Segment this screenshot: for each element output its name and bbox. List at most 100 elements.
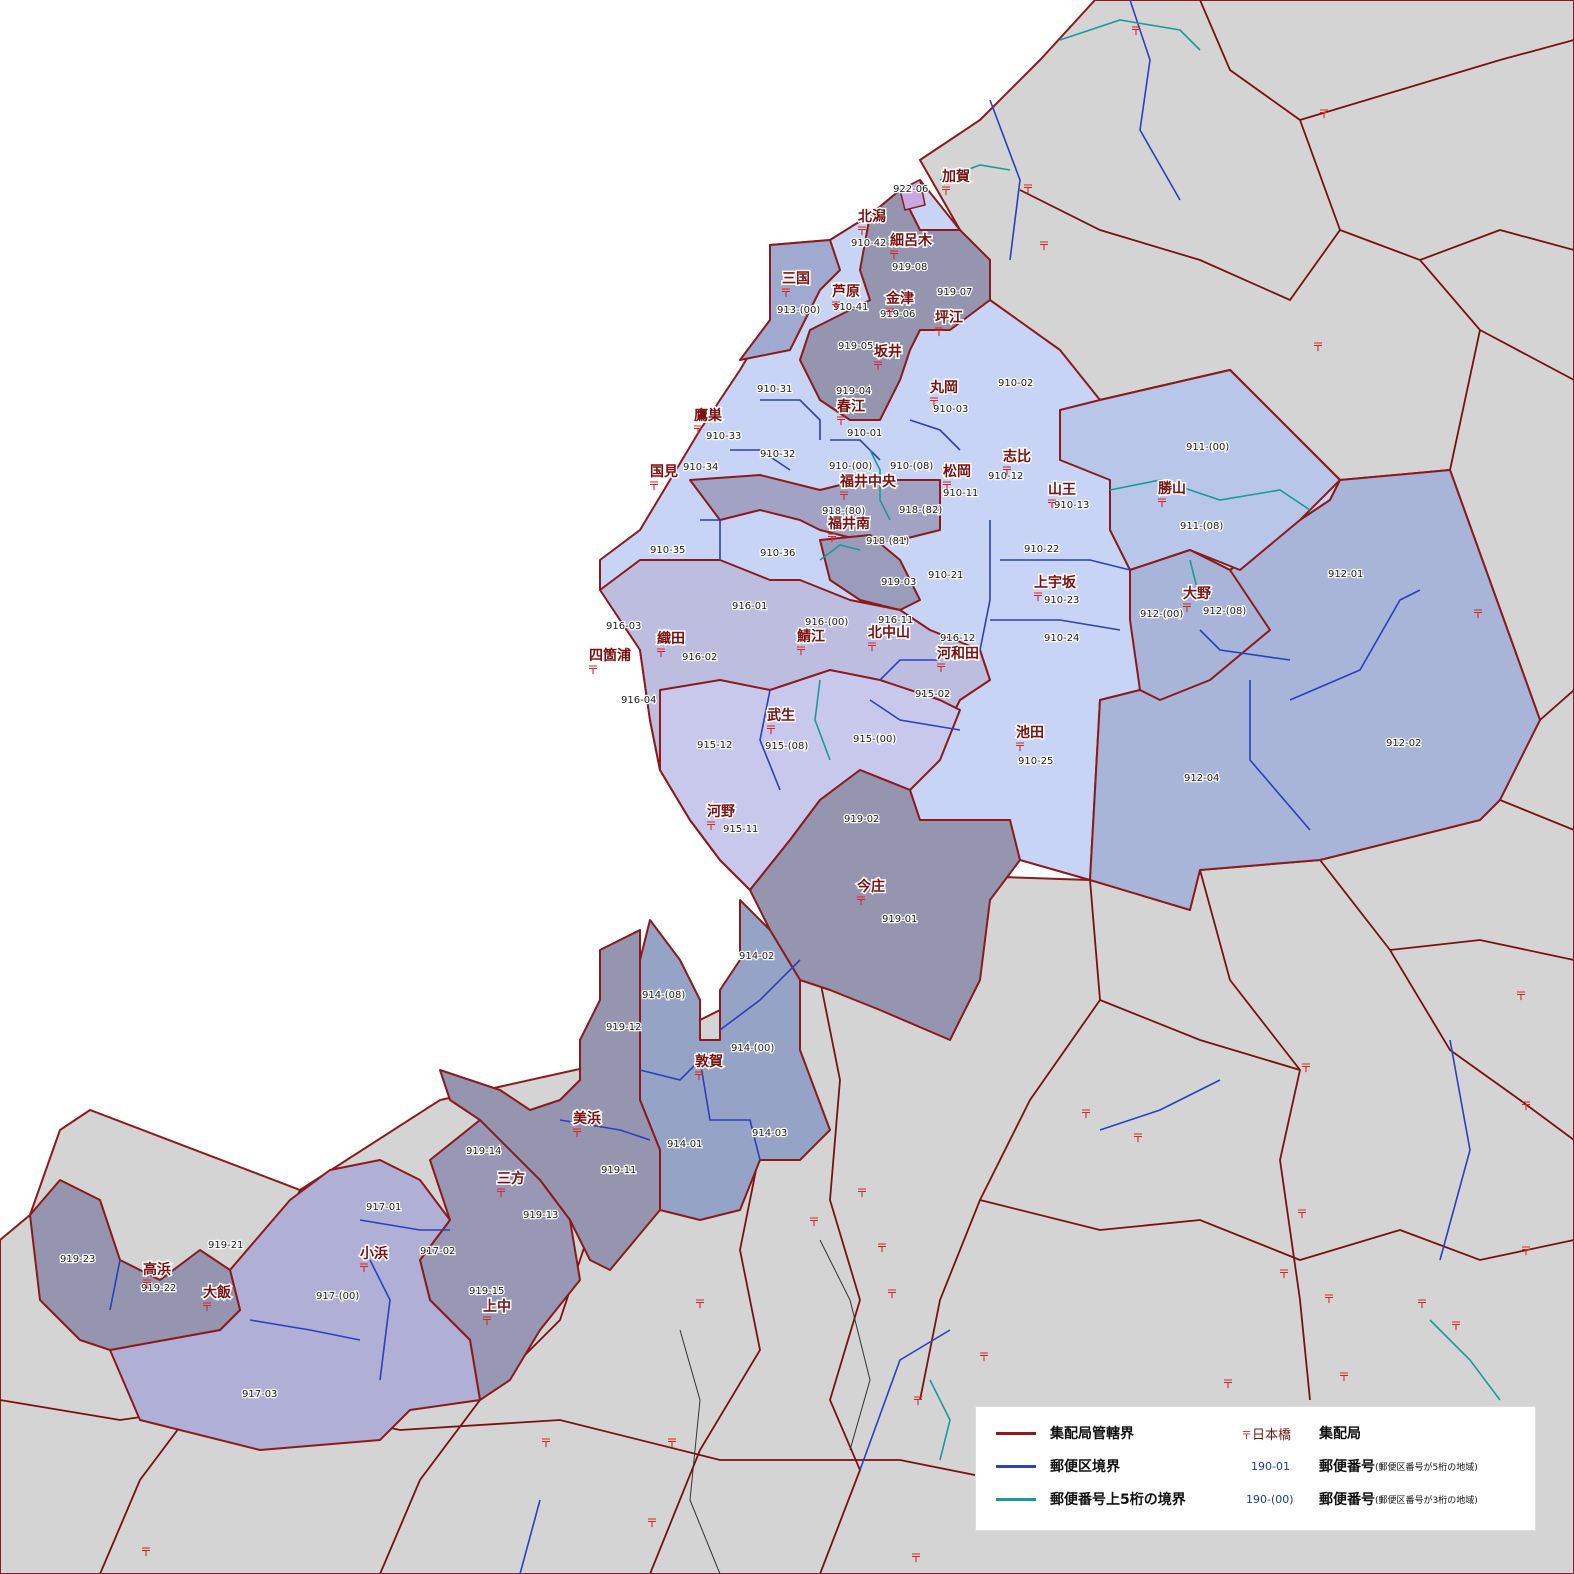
postal-code-label: 910-23 [1044, 595, 1079, 606]
postal-code-label: 917-(00) [316, 1291, 359, 1302]
postal-code-label: 917-02 [420, 1246, 455, 1257]
region-fukui-chuo-dark [689, 474, 941, 541]
post-office-icon: 〒 [358, 1261, 370, 1275]
postal-code-label: 919-11 [601, 1165, 636, 1176]
office-label: 福井中央 [839, 473, 897, 490]
post-office-icon: 〒 [765, 723, 777, 737]
office-label: 美浜 [573, 1110, 601, 1127]
post-office-icon: 〒 [1038, 239, 1050, 253]
post-office-icon: 〒 [655, 646, 667, 660]
postal-code-label: 910-41 [833, 302, 868, 313]
post-office-icon: 〒 [666, 1436, 678, 1450]
post-office-icon: 〒 [587, 663, 599, 677]
post-office-icon: 〒 [978, 1350, 990, 1364]
postal-code-label: 915-02 [915, 689, 950, 700]
post-office-icon: 〒 [495, 1186, 507, 1200]
postal-code-label: 919-08 [892, 262, 927, 273]
region-katsuyama [1059, 369, 1341, 571]
post-office-icon: 〒 [692, 423, 704, 437]
postal-code-label: 919-15 [469, 1286, 504, 1297]
post-office-icon: 〒 [835, 414, 847, 428]
office-label: 武生 [767, 707, 795, 724]
postal-code-label: 910-32 [760, 449, 795, 460]
office-label: 小浜 [360, 1245, 388, 1262]
postal-code-label: 916-03 [606, 621, 641, 632]
postal-code-label: 918-(82) [899, 505, 942, 516]
postal-code-label: 916-11 [878, 615, 913, 626]
region-sakai-dark [799, 189, 991, 421]
legend-office-sample: 〒日本橋 [1241, 1424, 1303, 1443]
post-office-icon: 〒 [872, 359, 884, 373]
legend-postal-label: 郵便区境界 [1050, 1459, 1120, 1475]
post-office-icon: 〒 [1222, 1377, 1234, 1391]
region-ono-00 [1129, 549, 1271, 701]
office-label: 北中山 [868, 624, 910, 641]
post-office-icon: 〒 [808, 1215, 820, 1229]
legend-row-code3: 190-(00) 郵便番号 (郵便区番号が3桁の地域) [1246, 1487, 1478, 1511]
postal-code-label: 913-(00) [777, 305, 820, 316]
postal-code-label: 919-03 [881, 577, 916, 588]
legend-delivery-line [996, 1431, 1036, 1435]
post-office-icon: 〒 [1318, 107, 1330, 121]
legend-office-meaning: 集配局 [1319, 1426, 1361, 1442]
postal-code-label: 910-35 [650, 545, 685, 556]
postal-code-label: 910-25 [1018, 756, 1053, 767]
legend-row-code5: 190-01 郵便番号 (郵便区番号が5桁の地域) [1251, 1454, 1478, 1478]
office-label: 志比 [1003, 448, 1031, 465]
office-label: 織田 [657, 630, 685, 647]
postal-code-label: 910-03 [933, 404, 968, 415]
post-office-icon: 〒 [826, 531, 838, 545]
postal-code-label: 919-23 [60, 1254, 95, 1265]
post-office-icon: 〒 [201, 1300, 213, 1314]
office-label: 三国 [782, 271, 810, 287]
post-office-icon: 〒 [1296, 1207, 1308, 1221]
postal-code-label: 919-21 [208, 1240, 243, 1251]
office-label: 芦原 [832, 283, 860, 300]
postal-code-label: 914-(08) [642, 990, 685, 1001]
postal-code-label: 914-02 [739, 951, 774, 962]
post-office-icon: 〒 [705, 819, 717, 833]
postal-code-label: 910-42 [851, 238, 886, 249]
office-label: 加賀 [941, 168, 970, 185]
postal-code-label: 919-02 [844, 814, 879, 825]
post-mark-icon: 〒 [1241, 1428, 1252, 1442]
postal-code-label: 916-01 [732, 601, 767, 612]
post-office-icon: 〒 [1472, 607, 1484, 621]
neighbor-upper5-boundaries [929, 19, 1501, 1461]
office-label: 河和田 [937, 645, 979, 662]
postal-code-label: 911-(08) [1180, 521, 1223, 532]
postal-code-label: 916-12 [940, 633, 975, 644]
post-office-icon: 〒 [935, 661, 947, 675]
post-office-icon: 〒 [646, 1516, 658, 1530]
legend-row-delivery: 集配局管轄界 [996, 1421, 1134, 1445]
post-office-icon: 〒 [928, 395, 940, 409]
office-label: 敦賀 [695, 1053, 723, 1070]
legend-postal-line [996, 1464, 1036, 1468]
postal-code-label: 912-(08) [1203, 606, 1246, 617]
post-office-icon: 〒 [648, 479, 660, 493]
post-office-icon: 〒 [866, 640, 878, 654]
legend-code5-sample: 190-01 [1251, 1459, 1290, 1473]
post-office-icon: 〒 [141, 1277, 153, 1291]
post-office-icon: 〒 [1338, 1370, 1350, 1384]
postal-code-label: 917-01 [366, 1202, 401, 1213]
office-label: 国見 [650, 464, 678, 480]
legend-upper5-label: 郵便番号上5桁の境界 [1050, 1492, 1186, 1508]
post-office-icon: 〒 [1520, 1244, 1532, 1258]
post-office-icon: 〒 [694, 1297, 706, 1311]
legend-code3-note: (郵便区番号が3桁の地域) [1375, 1495, 1478, 1506]
office-label: 大野 [1183, 585, 1211, 602]
post-office-icon: 〒 [780, 286, 792, 300]
postal-code-label: 910-11 [943, 488, 978, 499]
post-office-icon: 〒 [1130, 24, 1142, 38]
office-label: 福井南 [827, 515, 870, 532]
postal-code-label: 910-21 [928, 570, 963, 581]
postal-code-label: 910-31 [757, 384, 792, 395]
upper5-boundaries [814, 449, 1311, 761]
post-office-icon: 〒 [1022, 182, 1034, 196]
office-label: 池田 [1016, 724, 1044, 741]
post-office-icon: 〒 [1046, 497, 1058, 511]
office-label: 丸岡 [929, 379, 958, 396]
post-office-icon: 〒 [910, 1551, 922, 1565]
